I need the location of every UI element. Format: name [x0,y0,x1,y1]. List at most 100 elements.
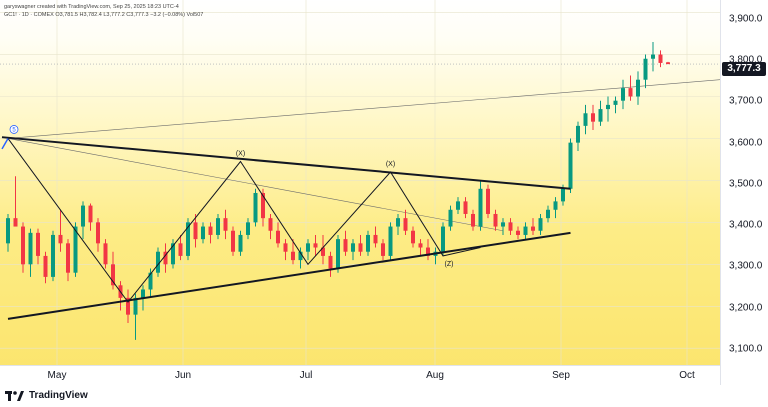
candle-body [373,234,378,244]
candle-body [298,251,303,261]
candle-body [501,222,505,227]
x-tick-label: Jul [299,370,313,381]
candle-body [546,209,550,219]
candle-body [441,226,445,252]
lower-trendline [7,231,571,320]
candlestick-chart: 5 (X) (X) (Z) [0,0,720,365]
candle-body [178,243,183,256]
y-tick-label: 3,800.0 [729,54,763,66]
candle-body [51,234,55,277]
candle-body [96,222,100,244]
candle-body [636,79,640,97]
candle-body [171,243,175,265]
price-axis[interactable]: 3,900.0 3,800.0 3,700.0 3,600.0 3,500.0 … [720,0,768,385]
y-tick-label: 3,900.0 [729,13,763,25]
candle-body [553,201,558,210]
candle-body [493,213,498,227]
candle-body [621,88,625,101]
candle-body [351,243,355,252]
candle-body [456,201,460,210]
candle-body [6,218,10,244]
candle-body [13,218,18,227]
candle-body [591,113,595,122]
candle-body [583,113,588,126]
candle-body [276,230,280,244]
candle-body [643,58,648,80]
wave-start-marker [1,138,9,150]
candle-body [321,247,325,256]
chart-header: garyswagner created with TradingView.com… [4,3,203,19]
candle-body [231,230,235,252]
candle-body [21,226,25,265]
candle-body [651,54,655,59]
thin-trendline [7,79,720,139]
candle-body [613,100,618,105]
candle-body [156,251,160,273]
candle-body [43,255,48,277]
candle-body [381,243,385,256]
candle-body [486,188,490,214]
candle-body [36,232,40,256]
candle-body [508,222,513,231]
candle-body [201,226,205,240]
symbol-line: GC1! · 1D · COMEX O3,781.5 H3,782.4 L3,7… [4,12,204,18]
candle-body [163,251,168,265]
candle-body [186,222,190,256]
candle-body [88,205,93,223]
candle-body [448,209,453,227]
elliott-wave-path [7,138,481,303]
wave5-circle [9,125,19,134]
candle-body [66,243,70,273]
wave-z-label: (Z) [445,261,454,268]
credit-line: garyswagner created with TradingView.com… [4,4,179,10]
candle-body [193,222,198,240]
candle-body [478,188,483,227]
x-tick-label: Sep [552,370,570,381]
candle-body [403,218,408,231]
candle-body [141,289,145,298]
time-axis[interactable]: May Jun Jul Aug Sep Oct [0,365,720,386]
candle-body [343,239,348,252]
candle-body [208,226,213,235]
candle-body [148,272,153,290]
candle-body [426,247,430,256]
candle-body [463,201,468,214]
x-tick-label: May [47,370,67,381]
x-tick-label: Jun [174,370,192,381]
candle-body [538,218,543,231]
candle-body [523,226,528,235]
x-tick-label: Aug [426,370,444,381]
candle-body [411,230,415,244]
candle-body [268,218,273,231]
wave5-label: 5 [12,127,16,133]
candle-body [253,192,258,223]
candle-body [111,264,115,286]
y-tick-label: 3,200.0 [729,302,763,314]
candle-body [531,226,535,231]
candle-body [666,62,670,65]
y-tick-label: 3,500.0 [729,178,763,190]
candle-body [568,142,573,189]
candle-body [126,297,130,315]
candle-body [28,232,33,265]
y-tick-label: 3,400.0 [729,219,763,231]
chart-plot-area[interactable]: 5 (X) (X) (Z) garyswagner created with Trad… [0,0,720,385]
tradingview-logo[interactable]: TradingView [5,390,88,401]
candle-body [238,234,243,252]
candle-body [291,251,295,261]
candle-body [471,213,475,227]
candle-body [103,243,108,265]
candle-body [576,125,580,143]
candle-body [216,218,220,235]
wave-x1-label: (X) [236,151,245,158]
candle-body [336,239,340,269]
candle-body [283,243,288,252]
candle-body [418,243,423,248]
candle-body [598,109,603,122]
candle-body [246,222,250,235]
candle-body [396,218,400,227]
candle-body [606,104,610,110]
candle-body [306,243,310,252]
tradingview-logo-text: TradingView [29,390,88,401]
y-tick-label: 3,100.0 [729,343,763,355]
